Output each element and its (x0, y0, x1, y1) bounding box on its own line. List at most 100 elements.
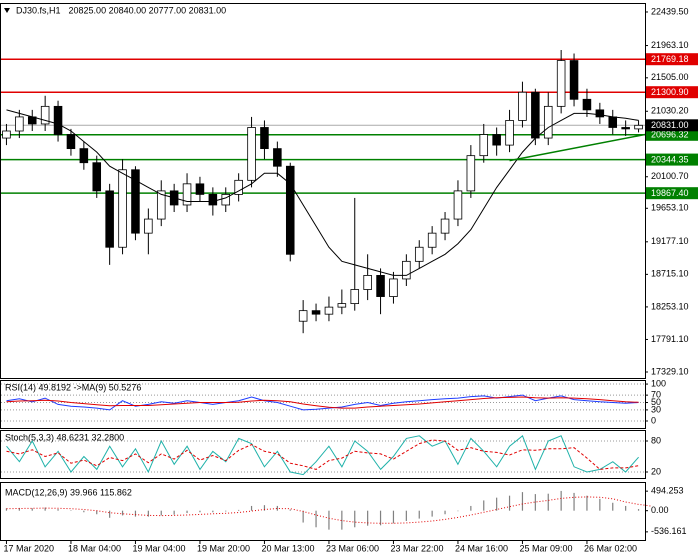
candle-body (634, 124, 643, 130)
x-tick-label: 18 Mar 04:00 (68, 543, 121, 553)
macd-bar (612, 502, 614, 511)
macd-bar (431, 510, 433, 517)
pane-frame (0, 380, 646, 429)
macd-bar (573, 492, 575, 511)
indicator-line (6, 439, 639, 470)
signal-line (6, 496, 652, 524)
candle-body (105, 190, 114, 248)
candle-body (2, 130, 11, 139)
y-tick-label: 21505.00 (651, 72, 689, 82)
y-tick-label: 21963.10 (651, 40, 689, 50)
candle-body (285, 165, 295, 255)
candle-body (79, 148, 89, 164)
y-tick-label: 30 (651, 404, 661, 414)
level-label: 21300.90 (651, 87, 689, 97)
macd-bar (186, 510, 188, 514)
y-tick-label: 20100.70 (651, 171, 689, 181)
macd-bar (212, 510, 214, 513)
y-tick-label: 22439.50 (651, 6, 689, 16)
level-label: 21769.18 (651, 54, 689, 64)
y-tick-label: 19177.10 (651, 236, 689, 246)
macd-bar (560, 490, 562, 511)
candle-body (118, 169, 127, 248)
macd-bar (328, 510, 330, 530)
candle-body (453, 190, 463, 220)
macd-bar (31, 508, 33, 511)
y-tick-label: 50 (651, 397, 661, 407)
macd-bar (625, 505, 627, 511)
candle-body (556, 60, 566, 107)
x-tick-label: 26 Mar 02:00 (584, 543, 637, 553)
indicator-title: Stoch(5,3,3) 48.6231 32.2800 (5, 432, 124, 442)
candle-body (492, 134, 501, 146)
macd-bar (457, 510, 459, 512)
chart-title: DJ30.fs,H1 (16, 5, 61, 15)
pane-frame (0, 3, 646, 379)
candle-body (505, 120, 514, 146)
macd-bar (470, 505, 472, 511)
level-label: 20696.32 (651, 130, 689, 140)
macd-bar (354, 510, 356, 528)
y-tick-label: -536.161 (651, 526, 687, 536)
title-arrow (4, 8, 10, 13)
candle-body (208, 194, 218, 206)
y-tick-label: 17791.10 (651, 334, 689, 344)
x-tick-label: 20 Mar 13:00 (261, 543, 314, 553)
macd-bar (379, 510, 382, 526)
macd-bar (483, 500, 485, 511)
indicator-title: RSI(14) 49.8192 ->MA(9) 50.5276 (5, 382, 141, 392)
macd-bar (18, 507, 20, 511)
trendline (509, 133, 646, 162)
candle-body (260, 127, 269, 150)
pane-frame (0, 482, 646, 541)
candle-body (182, 183, 192, 206)
level-label-box (646, 128, 698, 141)
macd-bar (134, 510, 137, 517)
last-price-box (646, 119, 698, 132)
candle-body (479, 134, 489, 157)
candle-body (273, 148, 282, 167)
macd-bar (599, 498, 601, 511)
candle-body (337, 303, 347, 308)
macd-bar (418, 510, 420, 519)
y-tick-label: 0.00 (651, 505, 669, 515)
candle-body (298, 310, 308, 322)
level-label-box (646, 153, 698, 166)
macd-bar (5, 508, 8, 511)
y-tick-label: 0 (651, 415, 656, 425)
macd-bar (392, 510, 395, 524)
y-tick-label: 19653.10 (651, 203, 689, 213)
indicator-line (6, 394, 639, 411)
level-label: 19867.40 (651, 188, 689, 198)
ohlc-label: 20825.00 20840.00 20777.00 20831.00 (69, 5, 227, 15)
indicator-line (6, 396, 639, 409)
macd-bar (199, 510, 201, 513)
candle-body (363, 275, 372, 290)
x-tick-label: 23 Mar 22:00 (390, 543, 443, 553)
candle-body (608, 116, 618, 128)
y-tick-label: 100 (651, 378, 666, 388)
candle-body (221, 194, 231, 206)
candle-body (466, 155, 476, 192)
macd-bar (225, 510, 227, 512)
y-tick-label: 18715.10 (651, 269, 689, 279)
y-tick-label: 70 (651, 390, 661, 400)
indicator-title: MACD(12,26,9) 39.966 115.862 (5, 487, 132, 497)
candle-body (247, 127, 256, 181)
y-tick-label: 20 (651, 466, 661, 476)
level-label-box (646, 187, 698, 200)
candle-body (582, 98, 592, 111)
candle-body (414, 246, 424, 262)
candle-body (440, 218, 450, 234)
macd-bar (173, 510, 175, 515)
last-price-label: 20831.00 (651, 120, 689, 130)
candle-body (131, 169, 140, 234)
candle-body (66, 134, 76, 150)
macd-bar (289, 509, 291, 511)
x-tick-label: 17 Mar 2020 (3, 543, 54, 553)
candle-body (195, 183, 205, 195)
level-label: 20344.35 (651, 154, 689, 164)
